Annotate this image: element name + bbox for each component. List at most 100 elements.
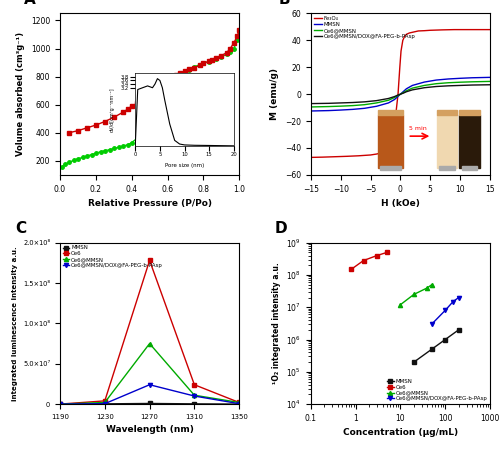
Ce6@MMSN/DOX@FA-PEG-b-PAsp <box>398 92 404 97</box>
Ce6@MMSN/DOX@FA-PEG-b-PAsp <box>442 308 448 313</box>
Fe₃O₄ <box>392 121 398 127</box>
Ce6@MMSN/DOX@FA-PEG-b-PAsp <box>326 101 332 106</box>
Y-axis label: Volume absorbed (cm³g⁻¹): Volume absorbed (cm³g⁻¹) <box>16 32 26 156</box>
Line: MMSN: MMSN <box>412 328 461 364</box>
Fe₃O₄ <box>406 30 412 35</box>
MMSN <box>146 401 152 406</box>
MMSN <box>410 83 416 88</box>
Ce6@MMSN <box>428 282 434 287</box>
Ce6@MMSN/DOX@FA-PEG-b-PAsp <box>469 82 475 88</box>
Ce6@MMSN/DOX@FA-PEG-b-PAsp <box>374 98 380 103</box>
Ce6@MMSN/DOX@FA-PEG-b-PAsp <box>308 101 314 106</box>
Line: MMSN: MMSN <box>58 401 242 406</box>
Ce6@MMSN/DOX@FA-PEG-b-PAsp <box>386 96 392 101</box>
Fe₃O₄ <box>393 108 399 113</box>
MMSN <box>392 97 398 102</box>
MMSN <box>398 92 404 97</box>
MMSN <box>445 76 451 82</box>
Line: Ce6@MMSN/DOX@FA-PEG-b-PAsp: Ce6@MMSN/DOX@FA-PEG-b-PAsp <box>58 383 242 406</box>
Ce6@MMSN <box>410 85 416 91</box>
Ce6@MMSN <box>338 103 344 109</box>
Fe₃O₄ <box>422 28 428 33</box>
Ce6@MMSN <box>434 81 440 86</box>
Fe₃O₄ <box>398 48 404 54</box>
X-axis label: Concentration (μg/mL): Concentration (μg/mL) <box>343 428 458 437</box>
MMSN <box>338 107 344 113</box>
Line: Ce6@MMSN/DOX@FA-PEG-b-PAsp: Ce6@MMSN/DOX@FA-PEG-b-PAsp <box>311 85 490 104</box>
Ce6@MMSN <box>236 400 242 405</box>
X-axis label: Wavelength (nm): Wavelength (nm) <box>106 425 194 434</box>
MMSN <box>374 104 380 109</box>
Ce6@MMSN/DOX@FA-PEG-b-PAsp <box>487 82 493 88</box>
Ce6@MMSN <box>308 104 314 110</box>
Ce6@MMSN <box>398 302 404 308</box>
Fe₃O₄ <box>439 27 445 33</box>
MMSN <box>434 77 440 83</box>
Fe₃O₄ <box>412 29 418 34</box>
MMSN <box>326 108 332 113</box>
MMSN <box>386 100 392 106</box>
MMSN <box>192 401 198 406</box>
Ce6@MMSN/DOX@FA-PEG-b-PAsp <box>445 83 451 88</box>
Y-axis label: integrated luminescence intensity a.u.: integrated luminescence intensity a.u. <box>12 246 18 401</box>
Fe₃O₄ <box>308 155 314 160</box>
Fe₃O₄ <box>487 27 493 32</box>
Ce6@MMSN/DOX@FA-PEG-b-PAsp <box>338 100 344 106</box>
Ce6@MMSN <box>57 401 63 407</box>
Ce6 <box>236 400 242 405</box>
Ce6@MMSN <box>398 92 404 97</box>
Text: C: C <box>15 221 26 236</box>
Line: Ce6@MMSN/DOX@FA-PEG-b-PAsp: Ce6@MMSN/DOX@FA-PEG-b-PAsp <box>430 295 461 326</box>
Ce6@MMSN/DOX@FA-PEG-b-PAsp <box>392 94 398 99</box>
Fe₃O₄ <box>382 148 388 154</box>
Ce6@MMSN/DOX@FA-PEG-b-PAsp <box>236 401 242 406</box>
MMSN <box>456 327 462 333</box>
Ce6@MMSN/DOX@FA-PEG-b-PAsp <box>146 382 152 387</box>
Ce6@MMSN <box>374 100 380 106</box>
Fe₃O₄ <box>410 30 416 35</box>
Fe₃O₄ <box>402 34 407 39</box>
Ce6@MMSN <box>404 88 409 93</box>
Ce6@MMSN <box>192 392 198 398</box>
Ce6@MMSN/DOX@FA-PEG-b-PAsp <box>422 85 428 90</box>
MMSN <box>57 401 63 407</box>
Ce6@MMSN/DOX@FA-PEG-b-PAsp <box>457 83 463 88</box>
Fe₃O₄ <box>356 153 362 158</box>
X-axis label: H (kOe): H (kOe) <box>381 199 420 208</box>
Legend: Fe₃O₄, MMSN, Ce6@MMSN, Ce6@MMSN/DOX@FA-PEG-b-PAsp: Fe₃O₄, MMSN, Ce6@MMSN, Ce6@MMSN/DOX@FA-P… <box>312 15 416 40</box>
MMSN <box>422 79 428 85</box>
Line: Fe₃O₄: Fe₃O₄ <box>311 30 490 158</box>
Y-axis label: ¹O₂ integrated intensity a.u.: ¹O₂ integrated intensity a.u. <box>272 263 280 384</box>
MMSN <box>236 401 242 407</box>
Fe₃O₄ <box>344 154 349 159</box>
MMSN <box>411 359 417 365</box>
Line: MMSN: MMSN <box>311 77 490 111</box>
Y-axis label: M (emu/g): M (emu/g) <box>270 68 280 120</box>
Ce6 <box>348 267 354 272</box>
Ce6@MMSN <box>487 79 493 84</box>
MMSN <box>308 108 314 114</box>
MMSN <box>394 94 400 100</box>
Line: Ce6@MMSN: Ce6@MMSN <box>398 282 434 307</box>
Ce6@MMSN <box>422 83 428 88</box>
Ce6@MMSN/DOX@FA-PEG-b-PAsp <box>450 299 456 304</box>
Fe₃O₄ <box>475 27 481 32</box>
Ce6 <box>57 401 63 407</box>
Ce6@MMSN/DOX@FA-PEG-b-PAsp <box>394 92 400 98</box>
Text: A: A <box>24 0 36 7</box>
Ce6@MMSN <box>350 103 356 108</box>
MMSN <box>469 75 475 80</box>
Ce6@MMSN/DOX@FA-PEG-b-PAsp <box>410 87 416 92</box>
Fe₃O₄ <box>397 65 403 70</box>
Fe₃O₄ <box>451 27 457 32</box>
Ce6 <box>102 398 108 404</box>
MMSN <box>487 75 493 80</box>
Text: B: B <box>278 0 290 7</box>
Ce6@MMSN <box>394 93 400 98</box>
Fe₃O₄ <box>428 27 434 33</box>
MMSN <box>350 107 356 112</box>
Ce6 <box>374 253 380 258</box>
Ce6@MMSN/DOX@FA-PEG-b-PAsp <box>428 321 434 327</box>
MMSN <box>362 106 368 111</box>
Text: D: D <box>275 221 287 236</box>
